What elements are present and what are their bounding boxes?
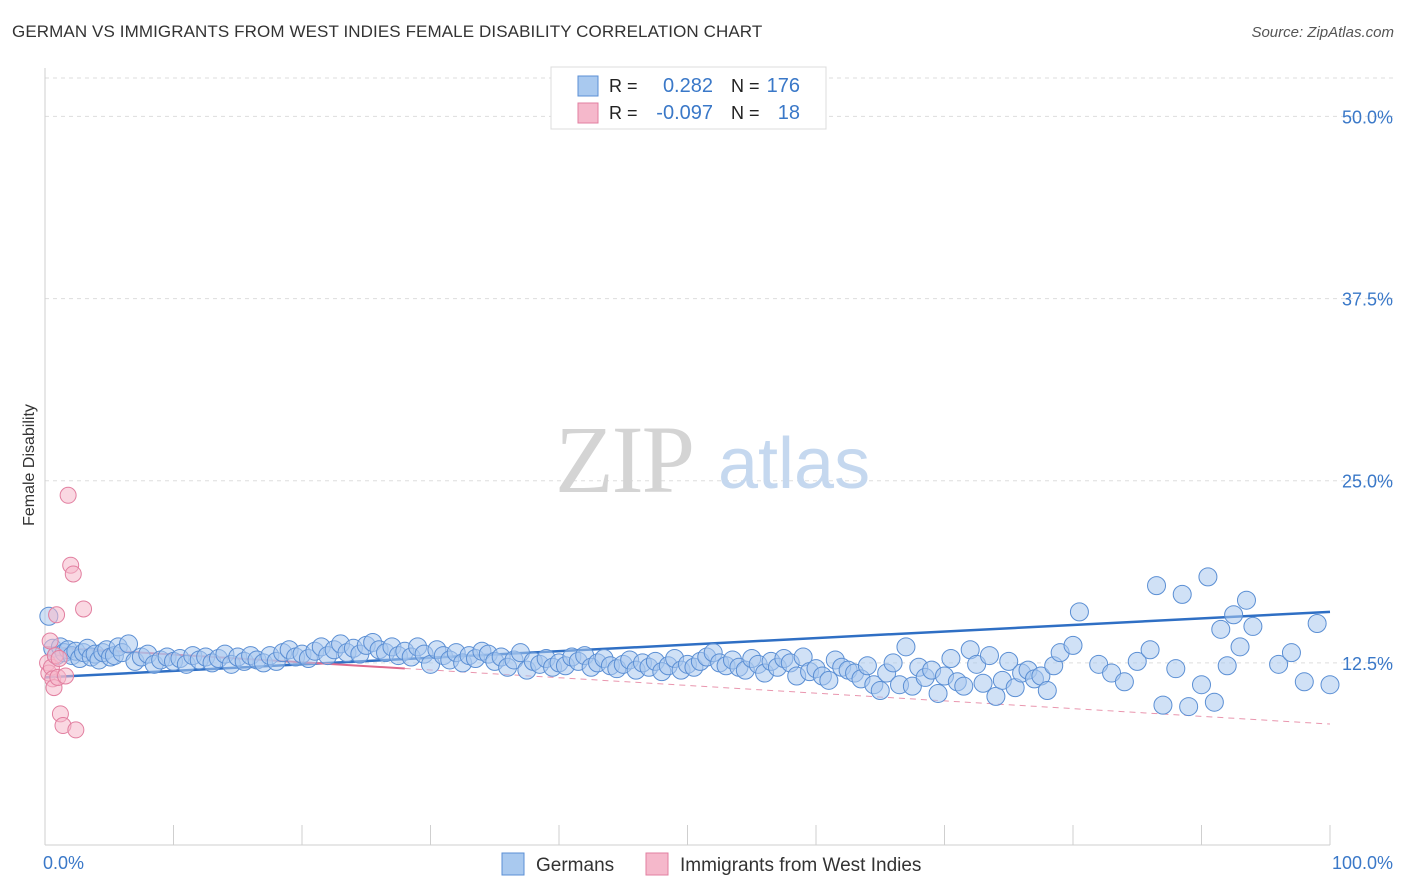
data-point-german <box>1281 643 1301 663</box>
legend-bottom: Germans Immigrants from West Indies <box>501 852 921 876</box>
y-tick-label: 50.0% <box>1342 107 1393 127</box>
data-point-german <box>870 681 890 701</box>
legend-swatch <box>577 102 599 124</box>
chart-title: GERMAN VS IMMIGRANTS FROM WEST INDIES FE… <box>12 22 763 41</box>
legend-swatch <box>577 75 599 97</box>
data-point-german <box>1172 584 1192 604</box>
legend-r-value: -0.097 <box>656 102 713 124</box>
data-point-german <box>1236 590 1256 610</box>
data-point-german <box>1211 619 1231 639</box>
data-point-german <box>928 683 948 703</box>
data-point-german <box>1179 697 1199 717</box>
data-point-german <box>119 634 139 654</box>
y-tick-label: 37.5% <box>1342 290 1393 310</box>
y-axis-label: Female Disability <box>21 404 38 526</box>
data-point-german <box>1307 614 1327 634</box>
data-point-german <box>1269 654 1289 674</box>
watermark: ZIP atlas <box>555 406 870 513</box>
data-point-german <box>883 653 903 673</box>
data-point-german <box>1140 640 1160 660</box>
data-point-german <box>857 656 877 676</box>
data-point-german <box>819 670 839 690</box>
legend-n-value: 176 <box>767 75 800 97</box>
data-point-wi <box>59 486 77 504</box>
legend-swatch <box>645 852 669 876</box>
data-point-german <box>1294 672 1314 692</box>
data-point-german <box>1192 675 1211 695</box>
x-tick-label: 100.0% <box>1332 853 1393 873</box>
data-point-german <box>1037 681 1057 701</box>
data-point-wi <box>67 721 85 739</box>
legend-r-label: R = <box>609 103 638 123</box>
data-point-german <box>986 686 1006 706</box>
data-point-german <box>1217 656 1237 676</box>
x-tick-label: 0.0% <box>43 853 84 873</box>
data-point-german <box>973 673 993 693</box>
y-tick-label: 12.5% <box>1342 654 1393 674</box>
legend-r-label: R = <box>609 76 638 96</box>
data-point-german <box>1063 635 1083 655</box>
data-point-german <box>1166 659 1186 679</box>
data-point-german <box>1127 651 1147 671</box>
data-point-german <box>1153 695 1173 715</box>
watermark-zip: ZIP <box>555 406 693 513</box>
legend-n-label: N = <box>731 103 760 123</box>
data-point-german <box>1069 602 1089 622</box>
points-germans <box>39 567 1340 717</box>
data-point-german <box>999 651 1019 671</box>
data-point-wi <box>75 600 93 618</box>
legend-swatch <box>501 852 525 876</box>
data-point-wi <box>41 632 59 650</box>
data-point-german <box>1198 567 1218 587</box>
legend-label: Immigrants from West Indies <box>680 855 921 876</box>
data-point-german <box>1204 692 1224 712</box>
points-wi <box>39 486 93 739</box>
data-point-german <box>1224 605 1244 625</box>
data-point-german <box>896 637 916 657</box>
y-tick-label: 25.0% <box>1342 472 1393 492</box>
axes <box>44 68 1331 846</box>
data-point-german <box>1114 672 1134 692</box>
trend-line-dashed <box>404 667 1331 725</box>
legend-top: R = 0.282 N = 176 R = -0.097 N = 18 <box>550 66 827 130</box>
data-point-wi <box>57 667 75 685</box>
legend-r-value: 0.282 <box>663 75 713 97</box>
data-point-german <box>1147 576 1167 596</box>
legend-label: Germans <box>536 855 614 876</box>
data-point-german <box>954 676 974 696</box>
data-point-german <box>1230 637 1250 657</box>
grid-lines <box>45 77 1393 664</box>
data-point-wi <box>64 565 82 583</box>
source-label: Source: ZipAtlas.com <box>1251 24 1394 41</box>
data-point-wi <box>48 606 66 624</box>
data-point-german <box>979 646 999 666</box>
watermark-atlas: atlas <box>718 424 870 504</box>
legend-n-label: N = <box>731 76 760 96</box>
tick-labels: 12.5% 25.0% 37.5% 50.0% 0.0% 100.0% <box>43 107 1393 873</box>
data-point-german <box>1320 675 1340 695</box>
data-point-german <box>941 648 961 668</box>
data-point-german <box>1243 616 1263 636</box>
legend-n-value: 18 <box>778 102 800 124</box>
data-point-wi <box>50 649 68 667</box>
